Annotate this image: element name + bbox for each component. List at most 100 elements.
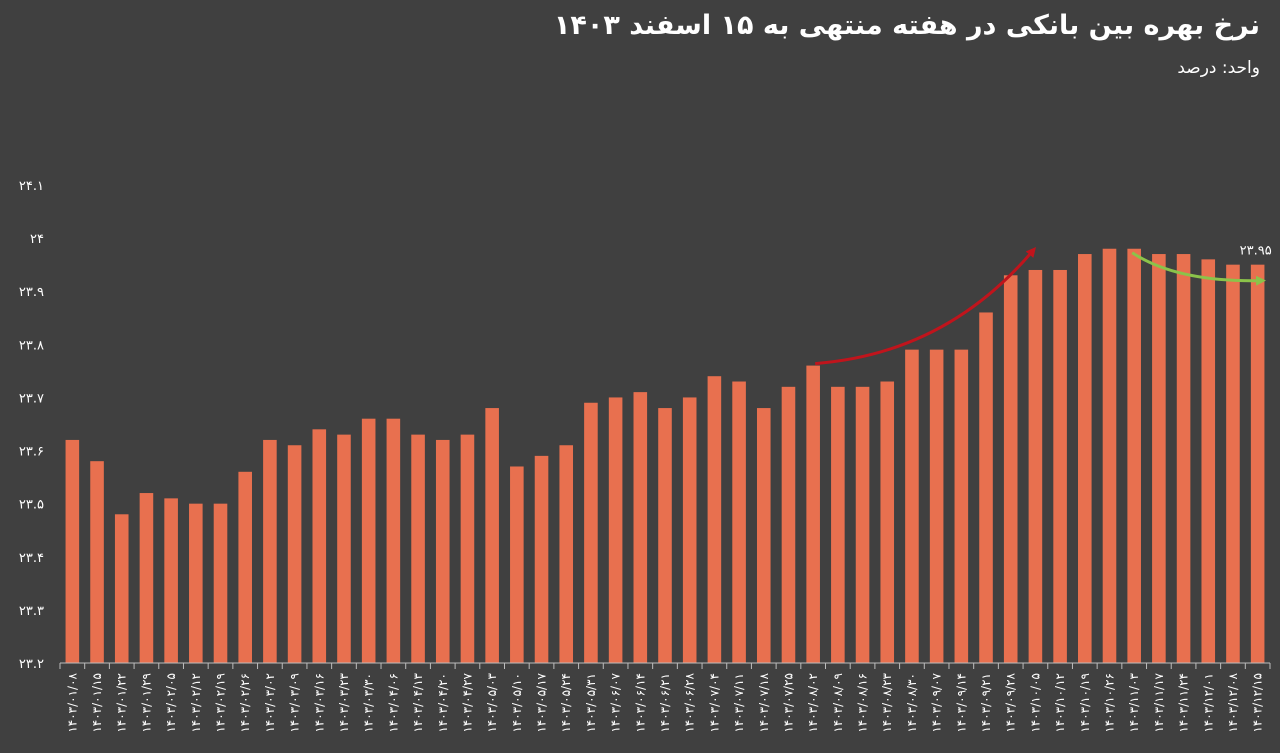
x-tick-label: ۱۴۰۳/۰۱/۰۸ xyxy=(65,672,79,732)
x-tick-label: ۱۴۰۳/۰۸/۰۲ xyxy=(806,673,820,733)
x-tick-label: ۱۴۰۳/۱۰/۰۵ xyxy=(1028,673,1042,733)
bar xyxy=(90,461,104,663)
y-tick-label: ۲۳.۶ xyxy=(19,445,44,460)
x-tick-label: ۱۴۰۳/۰۸/۱۶ xyxy=(856,673,870,733)
bar xyxy=(189,503,203,663)
bar xyxy=(361,418,376,663)
bar xyxy=(1028,269,1043,663)
bar xyxy=(1250,264,1265,663)
y-tick-label: ۲۳.۵ xyxy=(19,498,44,513)
x-tick-label: ۱۴۰۳/۰۹/۲۸ xyxy=(1004,672,1018,732)
bar xyxy=(880,381,895,663)
y-axis: ۲۳.۲ ۲۳.۳ ۲۳.۴ ۲۳.۵ ۲۳.۶ ۲۳.۷ ۲۳.۸ ۲۳.۹ ۲۴ ۲۴.۱ xyxy=(19,179,44,672)
bar xyxy=(584,402,598,663)
x-tick-label: ۱۴۰۳/۰۳/۲۳ xyxy=(337,672,351,732)
x-tick-label: ۱۴۰۳/۱۱/۱۷ xyxy=(1152,672,1166,732)
bar xyxy=(806,365,820,663)
bar xyxy=(855,386,870,663)
x-tick-label: ۱۴۰۳/۰۲/۱۲ xyxy=(189,673,203,733)
bar xyxy=(435,439,450,663)
x-tick-label: ۱۴۰۳/۰۴/۱۳ xyxy=(411,672,425,732)
x-tick-label: ۱۴۰۳/۰۹/۰۷ xyxy=(930,672,944,732)
x-tick-label: ۱۴۰۳/۰۶/۰۷ xyxy=(609,672,623,732)
x-tick-label: ۱۴۰۳/۰۹/۱۴ xyxy=(954,673,968,733)
x-tick-label: ۱۴۰۳/۰۵/۱۰ xyxy=(510,673,524,733)
x-tick-label: ۱۴۰۳/۰۱/۱۵ xyxy=(90,673,104,733)
x-tick-label: ۱۴۰۳/۰۲/۲۶ xyxy=(238,673,252,733)
bar xyxy=(831,386,845,663)
x-tick-label: ۱۴۰۳/۰۷/۲۵ xyxy=(781,673,795,733)
x-tick-label: ۱۴۰۳/۰۳/۳۰ xyxy=(362,673,376,733)
x-tick-label: ۱۴۰۳/۰۴/۰۶ xyxy=(386,673,400,733)
x-tick-label: ۱۴۰۳/۱۰/۱۲ xyxy=(1053,673,1067,733)
y-tick-label: ۲۳.۹ xyxy=(19,285,44,300)
bar xyxy=(608,397,623,663)
y-tick-label: ۲۳.۲ xyxy=(19,657,44,672)
y-tick-label: ۲۳.۴ xyxy=(19,551,44,566)
y-tick-label: ۲۳.۷ xyxy=(19,391,44,406)
bar xyxy=(954,349,969,663)
bar xyxy=(1053,269,1067,663)
bar xyxy=(534,455,549,663)
x-tick-label: ۱۴۰۳/۰۸/۰۹ xyxy=(831,673,845,733)
x-tick-label: ۱۴۰۳/۰۵/۲۴ xyxy=(559,673,573,733)
x-tick-label: ۱۴۰۳/۰۶/۲۸ xyxy=(683,672,697,732)
x-tick-label: ۱۴۰۳/۰۶/۱۴ xyxy=(633,673,647,733)
bar xyxy=(1078,254,1092,664)
x-tick-label: ۱۴۰۳/۱۲/۰۸ xyxy=(1226,672,1240,732)
x-tick-label: ۱۴۰۳/۰۳/۰۹ xyxy=(288,673,302,733)
bar xyxy=(1226,264,1240,663)
x-tick-label: ۱۴۰۳/۱۰/۲۶ xyxy=(1102,673,1116,733)
x-tick-label: ۱۴۰۳/۰۳/۰۲ xyxy=(263,673,277,733)
bar xyxy=(337,434,351,663)
bar xyxy=(979,312,993,663)
bar xyxy=(485,408,499,663)
bar xyxy=(312,429,327,663)
y-tick-label: ۲۳.۳ xyxy=(19,604,44,619)
bar xyxy=(633,392,648,663)
bar xyxy=(1176,254,1191,664)
x-axis: ۱۴۰۳/۰۱/۰۸ ۱۴۰۳/۰۱/۱۵ ۱۴۰۳/۰۱/۲۲ ۱۴۰۳/۰۱/۲۹… xyxy=(59,662,1271,733)
bar xyxy=(658,408,672,663)
bar xyxy=(164,498,178,663)
bars xyxy=(65,248,1265,664)
x-tick-label: ۱۴۰۳/۱۰/۱۹ xyxy=(1078,673,1092,733)
bar xyxy=(287,445,302,663)
chart-title: نرخ بهره بین بانکی در هفته منتهی به ۱۵ ا… xyxy=(553,10,1260,41)
x-tick-label: ۱۴۰۳/۰۷/۱۱ xyxy=(732,673,746,733)
bar xyxy=(682,397,697,663)
x-tick-label: ۱۴۰۳/۰۹/۲۱ xyxy=(979,673,993,733)
x-tick-label: ۱۴۰۳/۰۱/۲۹ xyxy=(139,673,153,733)
bar xyxy=(411,434,425,663)
x-tick-label: ۱۴۰۳/۱۲/۱۵ xyxy=(1251,673,1265,733)
bar xyxy=(1127,248,1141,663)
bar xyxy=(1003,275,1018,663)
x-tick-label: ۱۴۰۳/۱۲/۰۱ xyxy=(1201,673,1215,733)
y-tick-label: ۲۴.۱ xyxy=(19,179,44,194)
x-tick-label: ۱۴۰۳/۰۲/۱۹ xyxy=(214,673,228,733)
x-tick-label: ۱۴۰۳/۰۴/۲۰ xyxy=(436,673,450,733)
bar xyxy=(386,418,401,663)
bar xyxy=(756,408,771,663)
bar xyxy=(263,439,277,663)
x-tick-label: ۱۴۰۳/۰۵/۳۱ xyxy=(584,673,598,733)
x-tick-label: ۱۴۰۳/۰۷/۱۸ xyxy=(757,672,771,732)
annotations: ۲۳.۹۵ xyxy=(815,244,1272,366)
bar xyxy=(65,439,80,663)
x-tick-label: ۱۴۰۳/۰۵/۱۷ xyxy=(535,672,549,732)
y-tick-label: ۲۳.۸ xyxy=(19,338,44,353)
bar xyxy=(510,466,524,663)
x-tick-label: ۱۴۰۳/۰۷/۰۴ xyxy=(707,673,721,733)
bar xyxy=(1152,254,1166,664)
chart-subtitle: واحد: درصد xyxy=(1177,58,1260,78)
bar xyxy=(1102,248,1117,663)
x-tick-label: ۱۴۰۳/۰۶/۲۱ xyxy=(658,673,672,733)
bar xyxy=(460,434,475,663)
x-tick-label: ۱۴۰۳/۰۳/۱۶ xyxy=(312,673,326,733)
bar xyxy=(139,493,154,663)
bar xyxy=(1201,259,1216,663)
bar xyxy=(114,514,129,663)
bar xyxy=(707,376,722,663)
bar xyxy=(732,381,746,663)
